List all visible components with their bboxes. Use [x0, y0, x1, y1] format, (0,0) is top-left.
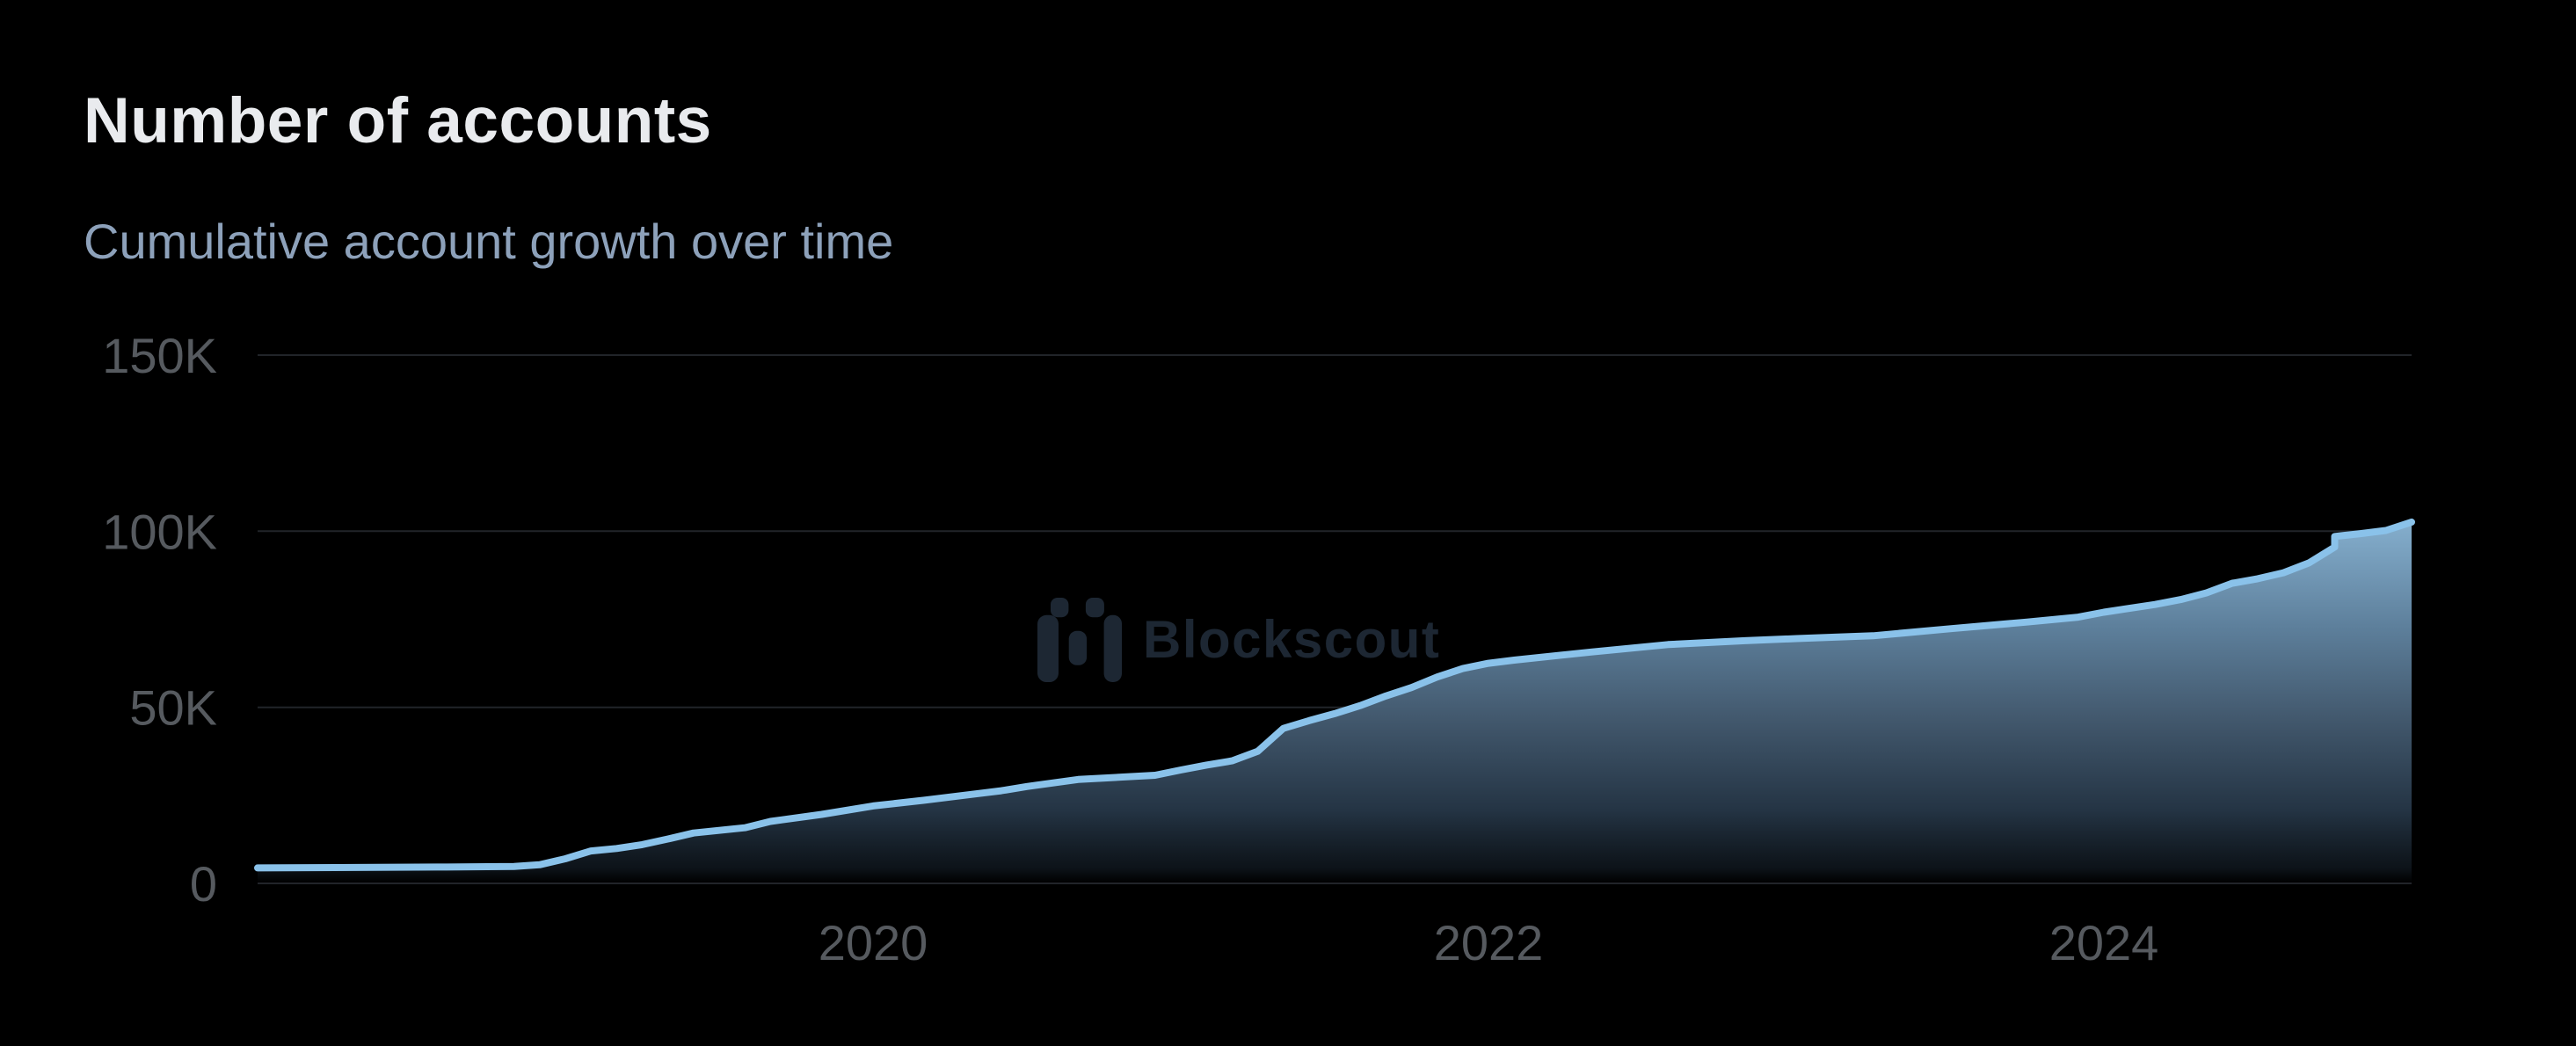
- blockscout-logo-icon: [1037, 598, 1122, 682]
- series-line: [254, 518, 2415, 872]
- x-axis-tick-label: 2022: [1434, 915, 1544, 970]
- x-axis-labels: 2020 2022 2024: [819, 915, 2159, 970]
- area-fill: [258, 521, 2412, 883]
- blockscout-watermark: Blockscout: [1037, 597, 1440, 683]
- y-axis-tick-label: 150K: [102, 328, 217, 383]
- page-title: Number of accounts: [84, 85, 712, 156]
- blockscout-watermark-label: Blockscout: [1143, 610, 1441, 669]
- y-axis-labels: 0 50K 100K 150K: [102, 328, 217, 912]
- x-axis-tick-label: 2020: [819, 915, 928, 970]
- y-axis-tick-label: 0: [190, 856, 217, 912]
- y-axis-tick-label: 100K: [102, 504, 217, 559]
- y-axis-tick-label: 50K: [129, 680, 217, 736]
- x-axis-tick-label: 2024: [2049, 915, 2159, 970]
- page-subtitle: Cumulative account growth over time: [84, 214, 894, 269]
